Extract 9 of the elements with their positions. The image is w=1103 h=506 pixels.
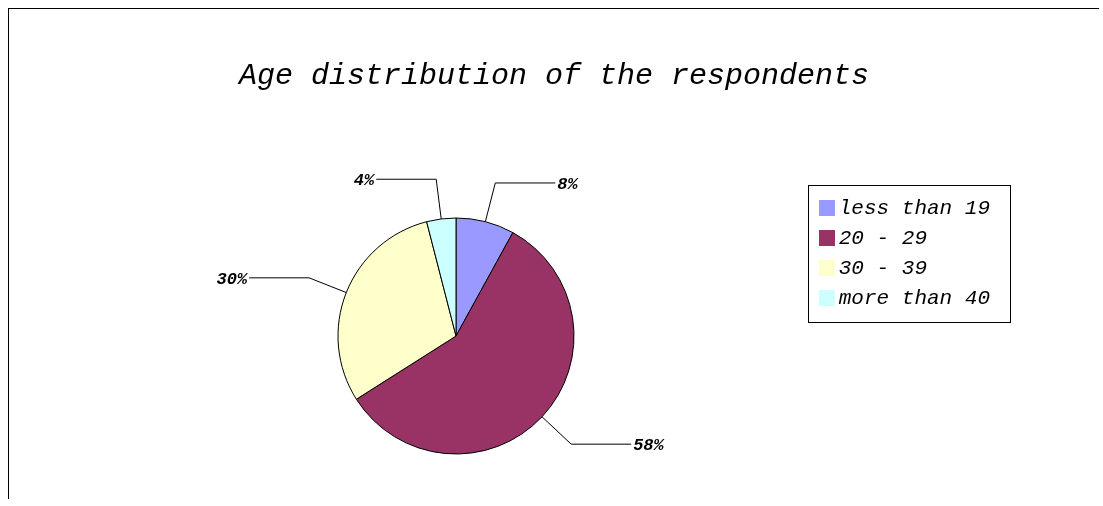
chart-title: Age distribution of the respondents bbox=[236, 59, 871, 93]
legend-label: more than 40 bbox=[838, 287, 990, 310]
legend-label: 30 - 39 bbox=[838, 257, 927, 280]
legend-label: 20 - 29 bbox=[838, 227, 927, 250]
data-label: 58% bbox=[633, 436, 666, 456]
legend-label: less than 19 bbox=[838, 197, 990, 220]
data-label: 8% bbox=[557, 174, 580, 194]
data-label: 4% bbox=[353, 171, 376, 191]
data-label: 30% bbox=[216, 269, 249, 289]
